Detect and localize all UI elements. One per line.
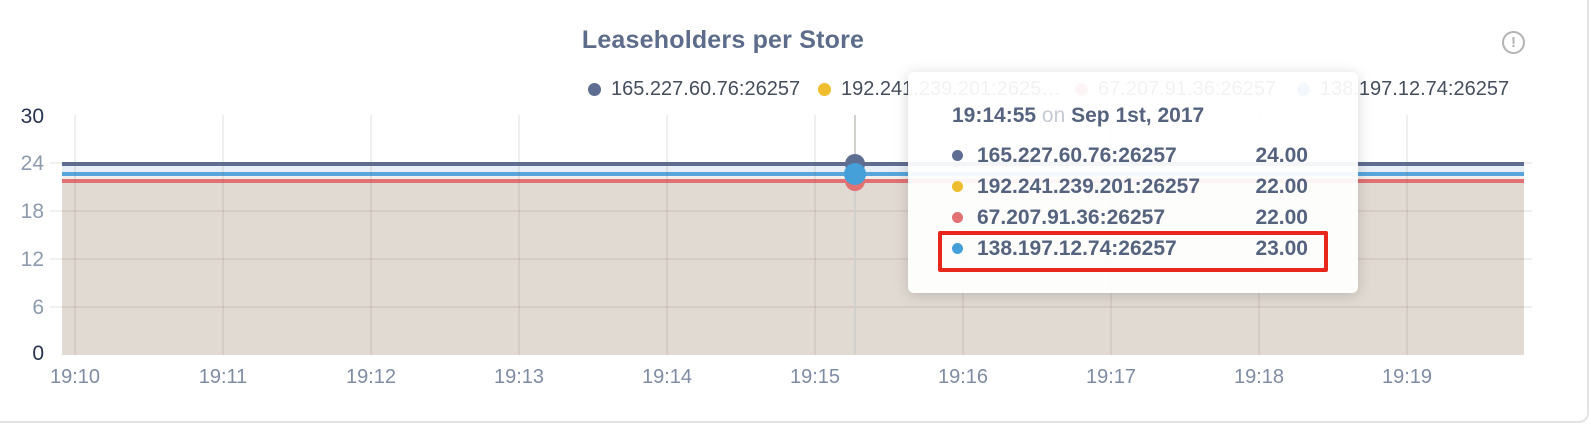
x-tick: 19:12 <box>345 366 397 388</box>
x-tick: 19:17 <box>1085 366 1137 388</box>
tooltip-row-value: 22.00 <box>1255 174 1308 198</box>
series-line-node-4 <box>62 172 1524 176</box>
vertical-gridline <box>222 115 224 355</box>
series-color-dot <box>588 82 601 96</box>
x-tick: 19:11 <box>198 366 248 388</box>
y-tick-18: 18 <box>20 200 44 223</box>
hover-guideline <box>854 115 856 355</box>
tooltip-row-label: 138.197.12.74:26257 <box>977 236 1177 260</box>
hover-point-node-4 <box>844 163 866 185</box>
series-line-node-3 <box>62 179 1524 183</box>
horizontal-gridline <box>50 210 1532 212</box>
series-color-dot <box>952 212 963 223</box>
exclamation-glyph: ! <box>1511 34 1516 51</box>
series-color-dot <box>952 150 963 161</box>
horizontal-gridline <box>50 162 1532 164</box>
area-fill-blue <box>62 166 1524 172</box>
tooltip-row-node-1: 165.227.60.76:26257 24.00 <box>952 140 1308 171</box>
series-line-node-1 <box>62 162 1524 166</box>
tooltip-row-label: 192.241.239.201:26257 <box>977 174 1201 198</box>
legend-item-node-1[interactable]: 165.227.60.76:26257 <box>588 78 800 100</box>
x-tick: 19:15 <box>789 366 841 388</box>
tooltip-row-node-3: 67.207.91.36:26257 22.00 <box>952 202 1308 233</box>
x-tick: 19:19 <box>1381 366 1433 388</box>
x-tick: 19:14 <box>641 366 693 388</box>
horizontal-gridline <box>50 306 1532 308</box>
vertical-gridline <box>666 115 668 355</box>
vertical-gridline <box>74 115 76 355</box>
legend-label: 138.197.12.74:26257 <box>1320 77 1510 100</box>
tooltip-row-value: 22.00 <box>1255 205 1308 229</box>
tooltip-row-label: 165.227.60.76:26257 <box>977 143 1177 167</box>
tooltip-row-value: 24.00 <box>1255 143 1308 167</box>
alert-info-icon[interactable]: ! <box>1502 31 1525 54</box>
hover-tooltip: 19:14:55 on Sep 1st, 2017 165.227.60.76:… <box>908 72 1358 293</box>
vertical-gridline <box>370 115 372 355</box>
legend-label: 165.227.60.76:26257 <box>611 77 801 100</box>
x-tick: 19:13 <box>493 366 545 388</box>
tooltip-timestamp: 19:14:55 on Sep 1st, 2017 <box>952 104 1308 130</box>
tooltip-row-node-4: 138.197.12.74:26257 23.00 <box>952 233 1308 264</box>
x-tick: 19:16 <box>937 366 989 388</box>
y-tick-24: 24 <box>20 152 44 175</box>
tooltip-row-value: 23.00 <box>1255 236 1308 260</box>
vertical-gridline <box>1406 115 1408 355</box>
horizontal-gridline <box>50 258 1532 260</box>
series-color-dot <box>952 243 963 254</box>
y-tick-30: 30 <box>20 105 44 128</box>
tooltip-on-word: on <box>1041 104 1066 127</box>
chart-title: Leaseholders per Store <box>581 26 865 54</box>
area-fill-warm <box>62 176 1524 179</box>
x-tick: 19:10 <box>49 366 101 388</box>
series-color-dot <box>818 82 831 96</box>
tooltip-date: Sep 1st, 2017 <box>1071 104 1205 127</box>
x-tick: 19:18 <box>1233 366 1285 388</box>
vertical-gridline <box>814 115 816 355</box>
series-color-dot <box>952 181 963 192</box>
y-tick-0: 0 <box>32 342 44 365</box>
tooltip-time: 19:14:55 <box>952 104 1037 127</box>
tooltip-row-label: 67.207.91.36:26257 <box>977 205 1166 229</box>
vertical-gridline <box>518 115 520 355</box>
y-tick-6: 6 <box>32 296 44 319</box>
y-tick-12: 12 <box>20 248 44 271</box>
tooltip-row-node-2: 192.241.239.201:26257 22.00 <box>952 171 1308 202</box>
